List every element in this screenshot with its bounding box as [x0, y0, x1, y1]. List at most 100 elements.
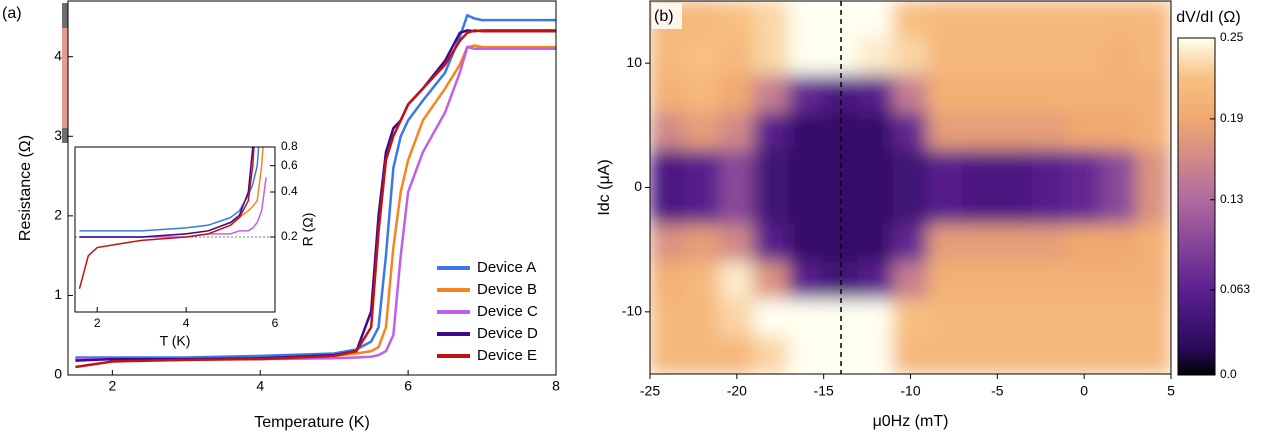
- heatmap-cell: [1135, 224, 1171, 263]
- legend-label: Device C: [477, 303, 538, 320]
- heatmap-cell: [753, 261, 790, 300]
- heatmap-cell: [1135, 187, 1171, 226]
- x-axis-label: T (K): [160, 333, 191, 349]
- heatmap-cell: [996, 37, 1033, 77]
- heatmap-cell: [1066, 37, 1103, 77]
- data-line: [75, 13, 556, 359]
- heatmap-cell: [684, 336, 720, 374]
- heatmap-cell: [892, 37, 929, 77]
- heatmap-cell: [718, 187, 755, 226]
- data-line: [79, 147, 254, 238]
- heatmap-cell: [892, 224, 929, 263]
- heatmap-cell: [753, 187, 790, 226]
- heatmap-cell: [718, 336, 755, 374]
- heatmap-cell: [927, 1, 964, 39]
- heatmap-cell: [962, 75, 998, 114]
- heatmap-cell: [962, 224, 998, 263]
- heatmap-cell: [684, 149, 720, 188]
- x-tick-label: -15: [814, 383, 834, 399]
- heatmap-cell: [1101, 224, 1137, 263]
- heatmap-cell: [962, 336, 998, 374]
- y-tick-label: -10: [622, 303, 642, 319]
- heatmap-cell: [788, 149, 825, 188]
- heatmap-cell: [1101, 112, 1137, 151]
- heatmap-cell: [1066, 336, 1103, 374]
- x-tick-label: -5: [991, 383, 1004, 399]
- plot-frame: [74, 146, 276, 313]
- heatmap-cell: [1101, 336, 1137, 374]
- heatmap-cell: [927, 187, 964, 226]
- heatmap-cell: [962, 298, 998, 338]
- heatmap-cell: [892, 336, 929, 374]
- heatmap-cell: [788, 261, 825, 300]
- y-tick-label: 0.8: [281, 139, 298, 153]
- heatmap-cell: [753, 112, 790, 151]
- x-tick-label: 6: [272, 316, 279, 330]
- heatmap-cell: [1135, 1, 1171, 39]
- heatmap-cell: [996, 224, 1033, 263]
- y-tick-label: 0.2: [281, 229, 298, 243]
- heatmap-cell: [1031, 112, 1068, 151]
- heatmap-cell: [788, 1, 825, 39]
- panel-label: (a): [2, 5, 22, 22]
- x-tick-label: 4: [183, 316, 190, 330]
- heatmap-cell: [788, 187, 825, 226]
- x-axis-label: μ0Hz (mT): [873, 413, 949, 430]
- heatmap-cell: [788, 298, 825, 338]
- heatmap-cell: [753, 75, 790, 114]
- heatmap-cell: [753, 224, 790, 263]
- plot-frame: [67, 0, 557, 376]
- heatmap-cell: [650, 224, 686, 263]
- heatmap-cell: [857, 261, 894, 300]
- heatmap-cell: [892, 149, 929, 188]
- legend-label: Device E: [477, 347, 537, 364]
- heatmap-cell: [1066, 112, 1103, 151]
- heatmap-cell: [1066, 149, 1103, 188]
- heatmap-cell: [1101, 1, 1137, 39]
- heatmap-cell: [684, 298, 720, 338]
- heatmap-cell: [996, 261, 1033, 300]
- heatmap-cell: [962, 149, 998, 188]
- heatmap-cell: [996, 1, 1033, 39]
- y-tick-label: 0.4: [281, 184, 298, 198]
- x-tick-label: -20: [727, 383, 747, 399]
- y-tick-label: 0: [54, 366, 62, 382]
- heatmap-cell: [1031, 1, 1068, 39]
- heatmap-cell: [788, 75, 825, 114]
- heatmap-cell: [718, 149, 755, 188]
- heatmap-cell: [1031, 261, 1068, 300]
- colorbar-tick-label: 0.13: [1220, 192, 1244, 206]
- heatmap-cell: [1031, 224, 1068, 263]
- heatmap-cell: [1066, 224, 1103, 263]
- heatmap-cell: [927, 224, 964, 263]
- heatmap-cell: [892, 261, 929, 300]
- heatmap-cell: [788, 336, 825, 374]
- heatmap-cell: [996, 298, 1033, 338]
- heatmap-cell: [1101, 298, 1137, 338]
- heatmap-cell: [1101, 75, 1137, 114]
- y-tick-label: 4: [54, 47, 62, 63]
- heatmap-cell: [1066, 298, 1103, 338]
- colorbar-tick-label: 0.19: [1220, 111, 1244, 125]
- heatmap-cell: [1101, 187, 1137, 226]
- heatmap-cell: [1066, 75, 1103, 114]
- heatmap-cell: [857, 336, 894, 374]
- heatmap-cell: [650, 149, 686, 188]
- heatmap-cell: [1031, 298, 1068, 338]
- x-tick-label: 5: [1167, 383, 1175, 399]
- heatmap-cell: [753, 336, 790, 374]
- colorbar-label: dV/dI (Ω): [1176, 9, 1240, 26]
- heatmap-cell: [927, 149, 964, 188]
- heatmap-cell: [962, 112, 998, 151]
- heatmap-cell: [684, 112, 720, 151]
- heatmap-cell: [684, 224, 720, 263]
- heatmap-cell: [1066, 261, 1103, 300]
- heatmap-cell: [650, 336, 686, 374]
- heatmap-cell: [857, 112, 894, 151]
- heatmap-cell: [718, 298, 755, 338]
- heatmap-cell: [753, 1, 790, 39]
- heatmap-cell: [1101, 149, 1137, 188]
- heatmap-cell: [1031, 187, 1068, 226]
- heatmap-cell: [650, 261, 686, 300]
